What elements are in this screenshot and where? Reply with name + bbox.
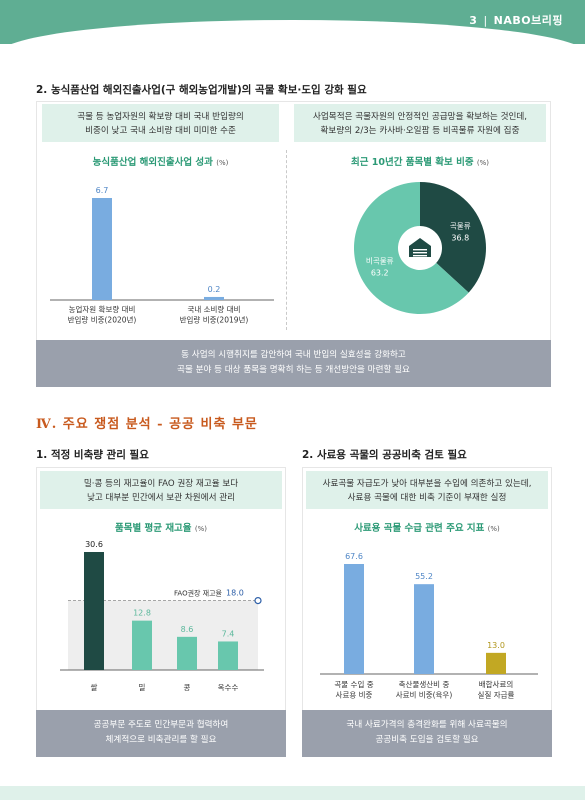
- feed-summary-box: 사료곡물 자급도가 낮아 대부분을 수입에 의존하고 있는데, 사료용 곡물에 …: [306, 471, 548, 509]
- bar-value-label: 55.2: [415, 572, 433, 581]
- footer-line: 동 사업의 시행취지를 감안하여 국내 반입의 실효성을 강화하고: [181, 350, 406, 360]
- summary-line: 밀·콩 등의 재고율이 FAO 권장 재고율 보다: [83, 479, 239, 489]
- category-label: 배합사료의 실질 자급률: [478, 679, 515, 700]
- bar: [414, 584, 434, 674]
- summary-line: 사업목적은 곡물자원의 안정적인 공급망을 확보하는 것인데,: [312, 112, 528, 122]
- summary-line: 사료곡물 자급도가 낮아 대부분을 수입에 의존하고 있는데,: [322, 479, 532, 489]
- pie-slice: [420, 182, 486, 293]
- footer-line: 공공비축 도입을 검토할 필요: [375, 735, 479, 745]
- reference-marker: [254, 596, 262, 605]
- footer-line: 국내 사료가격의 충격완화를 위해 사료곡물의: [346, 720, 508, 730]
- slice-value-label: 36.8: [451, 233, 469, 242]
- bar: [486, 652, 506, 674]
- summary-line: 비중이 낮고 국내 소비량 대비 미미한 수준: [85, 126, 236, 136]
- category-label: 옥수수: [218, 683, 239, 692]
- feed-footer-box: 국내 사료가격의 충격완화를 위해 사료곡물의 공공비축 도입을 검토할 필요: [302, 710, 552, 757]
- page-number: 3: [469, 14, 478, 27]
- share-pie-chart: 곡물류 36.8 비곡물류 63.2: [354, 182, 486, 314]
- stock-bar-chart: FAO권장 재고율 18.0 30.6 쌀 12.8 밀 8.6 콩 7.4 옥수수: [60, 540, 264, 692]
- chart-title-text: 사료용 곡물 수급 관련 주요 지표: [354, 523, 485, 534]
- section-title-feed: 2. 사료용 곡물의 공공비축 검토 필요: [302, 449, 467, 461]
- bar: [204, 296, 224, 300]
- bar-value-label: 8.6: [181, 625, 194, 634]
- category-label: 국내 소비량 대비 반입량 비중(2019년): [180, 305, 249, 325]
- chart-title-text: 최근 10년간 품목별 확보 비중: [350, 157, 474, 168]
- bar-value-label: 13.0: [487, 641, 505, 650]
- bar: [177, 636, 197, 670]
- chart-unit: (%): [476, 159, 490, 167]
- bar: [344, 564, 364, 674]
- chart-unit: (%): [487, 525, 500, 533]
- bar-value-label: 0.2: [208, 285, 221, 294]
- summary-line: 낮고 대부분 민간에서 보관 차원에서 관리: [86, 493, 236, 503]
- reserve-footer-box: 공공부문 주도로 민간부문과 협력하여 체계적으로 비축관리를 할 필요: [36, 710, 286, 757]
- header-separator: |: [483, 14, 488, 27]
- category-label: 콩: [184, 683, 191, 692]
- chart-unit: (%): [194, 525, 207, 533]
- bar: [218, 641, 238, 670]
- footer-line: 체계적으로 비축관리를 할 필요: [105, 735, 217, 745]
- bar-value-label: 30.6: [85, 540, 103, 549]
- bar-value-label: 6.7: [96, 186, 109, 195]
- summary-line: 확보량의 2/3는 카사바·오일팜 등 비곡물류 자원에 집중: [320, 126, 520, 136]
- brand-name: NABO브리핑: [493, 14, 563, 27]
- warehouse-icon: [400, 228, 440, 268]
- category-label: 밀: [139, 683, 146, 692]
- category-label: 곡물 수입 중 사료용 비중: [334, 680, 373, 700]
- performance-bar-chart: 6.7 농업자원 확보량 대비 반입량 비중(2020년) 0.2 국내 소비량 대비 반…: [50, 186, 274, 325]
- header-band: [0, 0, 585, 60]
- bar: [132, 620, 152, 670]
- bar: [84, 552, 104, 670]
- chart-title-text: 품목별 평균 재고율: [115, 523, 192, 534]
- right-summary-box: 사업목적은 곡물자원의 안정적인 공급망을 확보하는 것인데, 확보량의 2/3…: [294, 104, 546, 142]
- reference-label: FAO권장 재고율: [174, 589, 223, 598]
- bar: [92, 198, 112, 300]
- slice-value-label: 63.2: [371, 269, 389, 278]
- chart-title-share: 최근 10년간 품목별 확보 비중 (%): [294, 154, 546, 168]
- feed-bar-chart: 67.6 곡물 수입 중 사료용 비중 55.2 축산물생산비 중 사료비 비중(육우) 1…: [320, 552, 538, 700]
- summary-line: 사료용 곡물에 대한 비축 기준이 부재한 실정: [347, 493, 507, 503]
- category-label: 축산물생산비 중 사료비 비중(육우): [396, 679, 453, 700]
- reserve-summary-box: 밀·콩 등의 재고율이 FAO 권장 재고율 보다 낮고 대부분 민간에서 보관…: [40, 471, 282, 509]
- category-label: 농업자원 확보량 대비 반입량 비중(2020년): [68, 304, 137, 325]
- overseas-footer-box: 동 사업의 시행취지를 감안하여 국내 반입의 실효성을 강화하고 곡물 분야 …: [36, 340, 551, 387]
- footer-line: 공공부문 주도로 민간부문과 협력하여: [93, 720, 229, 730]
- page-header: 3 | NABO브리핑: [469, 12, 563, 28]
- bar-value-label: 7.4: [222, 629, 235, 638]
- footer-line: 곡물 분야 등 대상 품목을 명확히 하는 등 개선방안을 마련할 필요: [177, 365, 410, 375]
- bar-value-label: 67.6: [345, 552, 363, 561]
- category-label: 쌀: [91, 683, 98, 692]
- slice-name-label: 곡물류: [450, 221, 471, 230]
- summary-line: 곡물 등 농업자원의 확보량 대비 국내 반입량의: [77, 112, 244, 122]
- section-title-overseas: 2. 농식품산업 해외진출사업(구 해외농업개발)의 곡물 확보·도입 강화 필…: [36, 84, 367, 96]
- bottom-band: [0, 786, 585, 800]
- chart-title-feed: 사료용 곡물 수급 관련 주요 지표 (%): [306, 520, 548, 534]
- pie-slice: [354, 182, 469, 314]
- reference-value-label: 18.0: [226, 589, 244, 598]
- panel-divider: [286, 150, 287, 330]
- section-title-reserve: 1. 적정 비축량 관리 필요: [36, 449, 149, 461]
- chart-title-text: 농식품산업 해외진출사업 성과: [92, 157, 213, 168]
- slice-name-label: 비곡물류: [366, 257, 394, 266]
- left-summary-box: 곡물 등 농업자원의 확보량 대비 국내 반입량의 비중이 낮고 국내 소비량 …: [42, 104, 279, 142]
- chart-title-stock: 품목별 평균 재고율 (%): [40, 520, 282, 534]
- bar-value-label: 12.8: [133, 609, 151, 618]
- chart-title-performance: 농식품산업 해외진출사업 성과 (%): [42, 154, 279, 168]
- section-title-stockpile: Ⅳ. 주요 쟁점 분석 - 공공 비축 부문: [36, 417, 258, 432]
- chart-unit: (%): [216, 159, 229, 167]
